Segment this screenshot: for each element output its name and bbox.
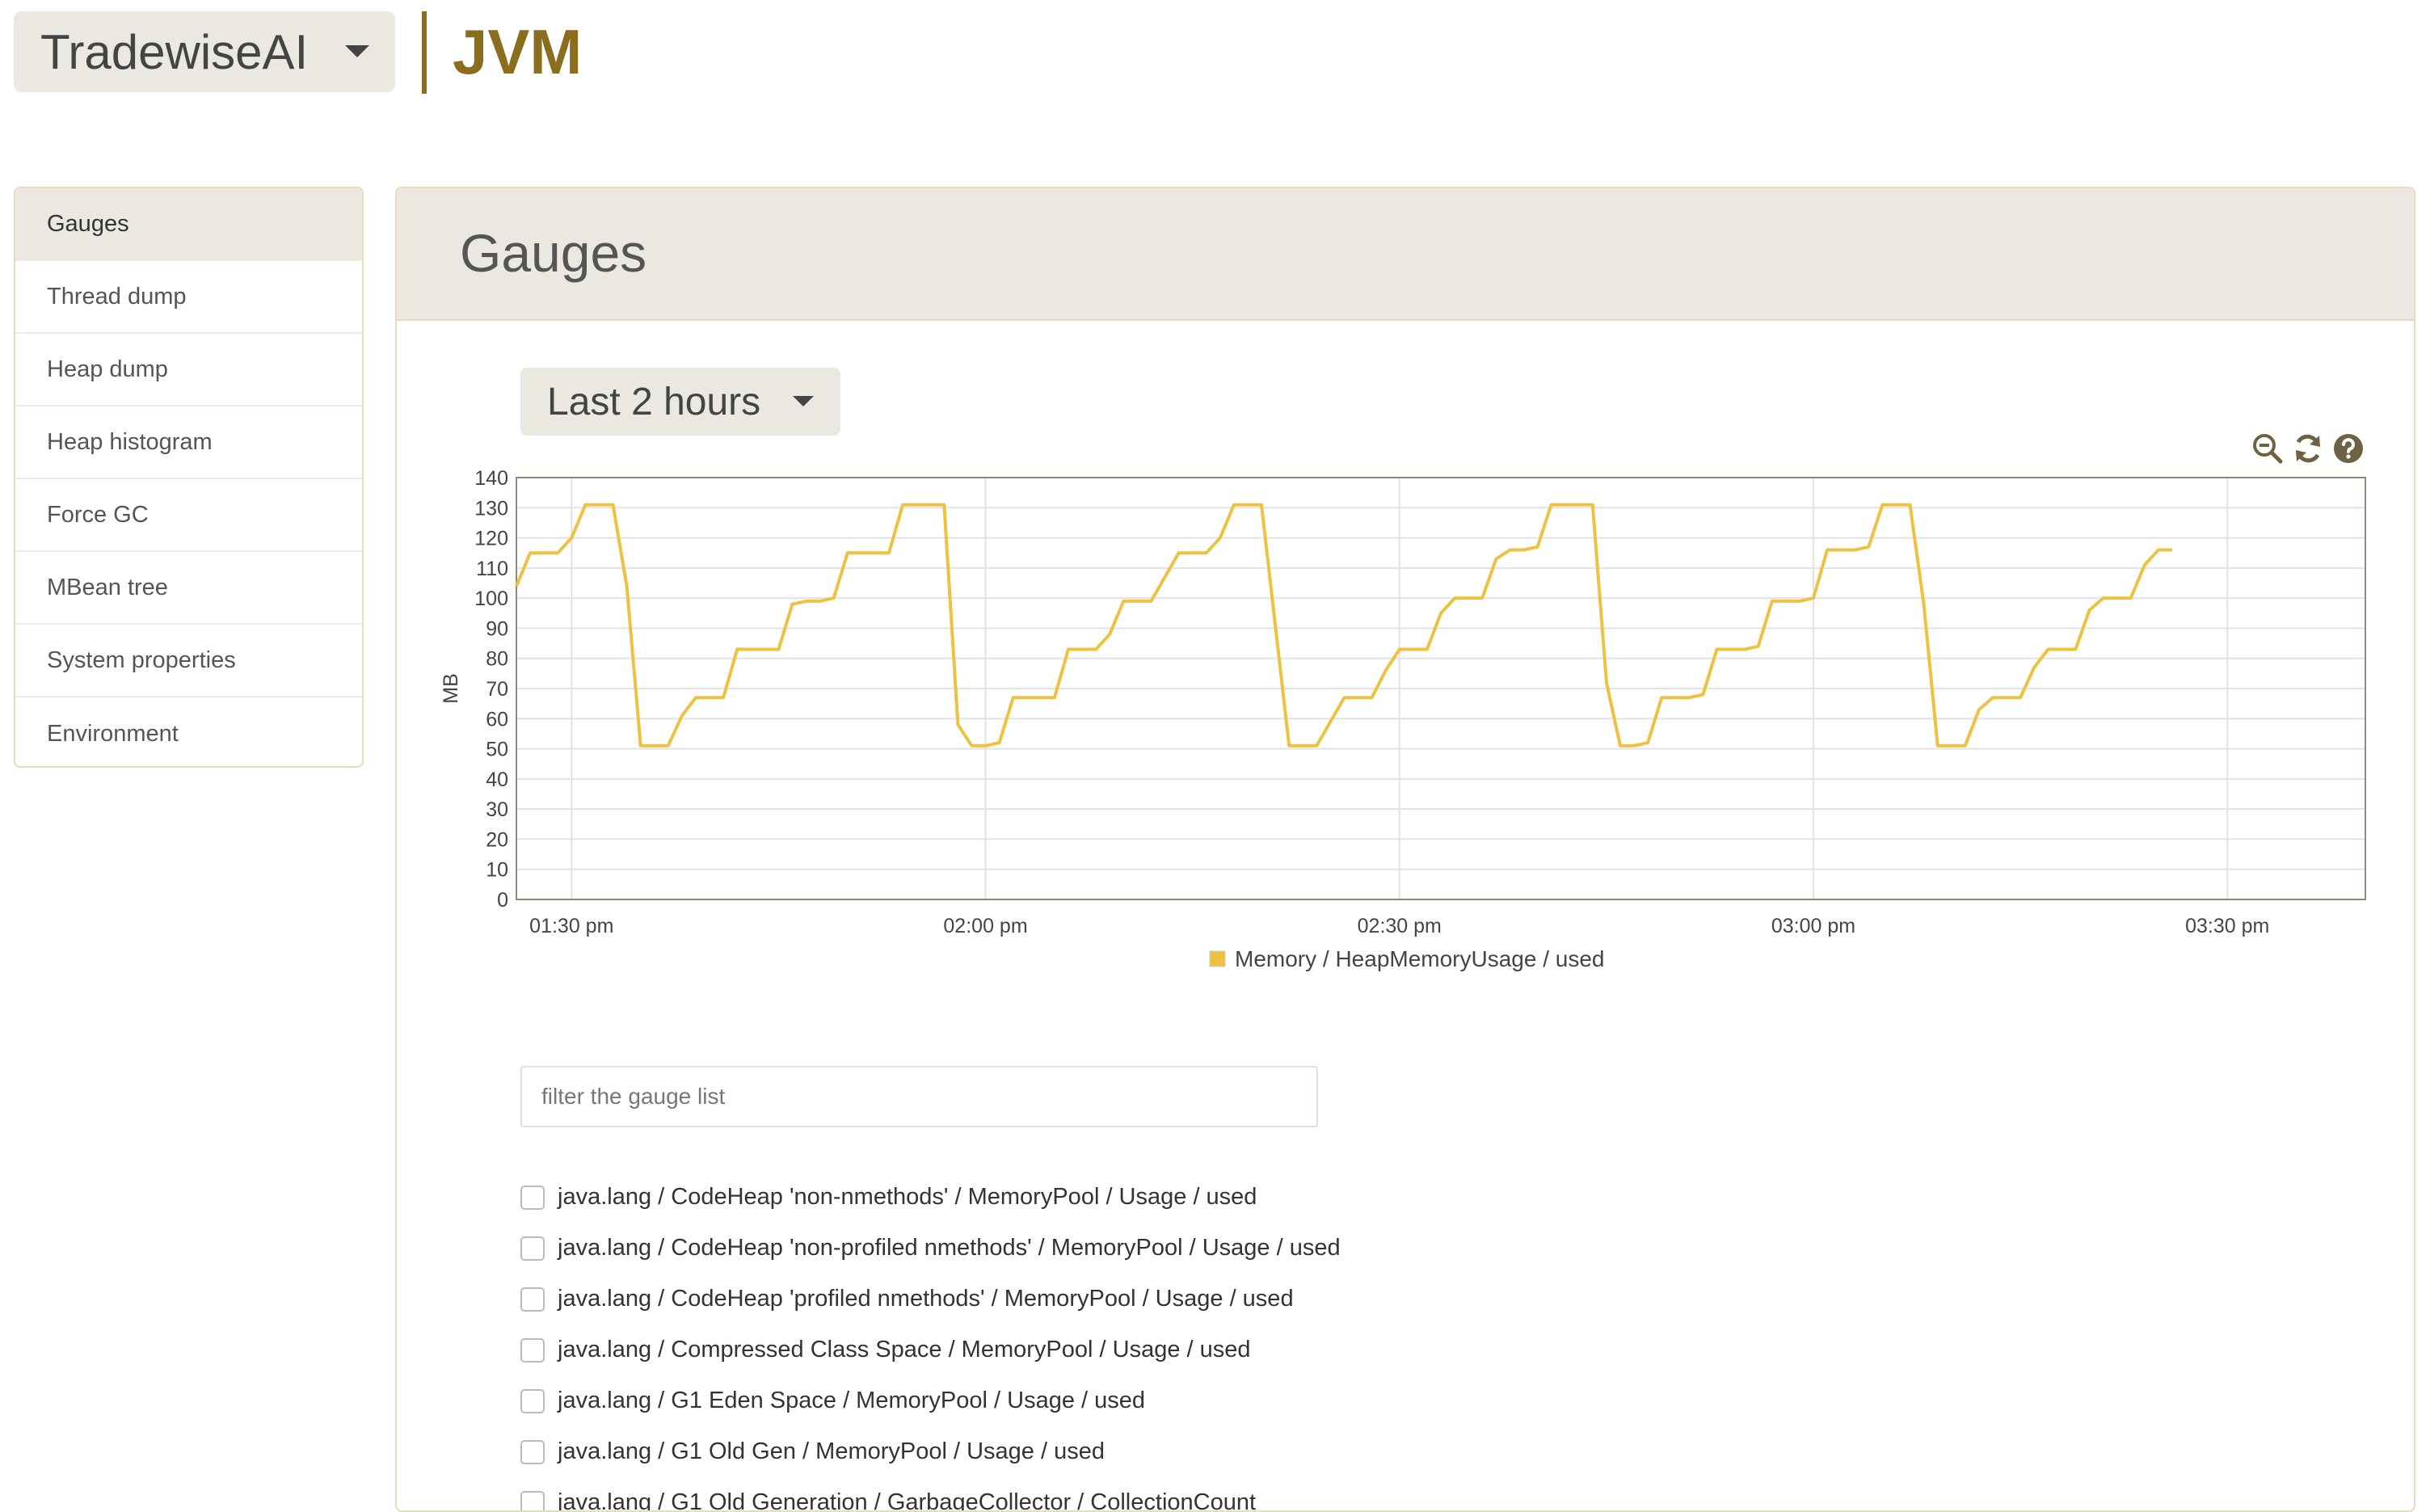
sidebar-item-mbean-tree[interactable]: MBean tree (15, 552, 362, 625)
sidebar-item-gauges[interactable]: Gauges (15, 188, 362, 261)
gauge-label: java.lang / CodeHeap 'non-profiled nmeth… (558, 1235, 1341, 1261)
x-tick-label: 03:00 pm (1771, 915, 1855, 937)
sidebar: Gauges Thread dump Heap dump Heap histog… (14, 187, 364, 768)
list-item[interactable]: java.lang / CodeHeap 'non-nmethods' / Me… (520, 1172, 1341, 1223)
sidebar-item-label: Thread dump (47, 284, 187, 310)
app-selector[interactable]: TradewiseAI (14, 11, 395, 92)
sidebar-item-label: Heap histogram (47, 429, 213, 456)
sidebar-item-environment[interactable]: Environment (15, 697, 362, 768)
list-item[interactable]: java.lang / CodeHeap 'non-profiled nmeth… (520, 1223, 1341, 1274)
y-axis-label: MB (440, 673, 462, 704)
gauge-checkbox[interactable] (520, 1491, 545, 1512)
x-tick-label: 02:00 pm (943, 915, 1027, 937)
gauge-list: java.lang / CodeHeap 'non-nmethods' / Me… (520, 1172, 1341, 1512)
gauge-checkbox[interactable] (520, 1440, 545, 1464)
x-tick-label: 03:30 pm (2185, 915, 2269, 937)
y-tick-label: 70 (486, 678, 508, 701)
legend-label: Memory / HeapMemoryUsage / used (1235, 946, 1605, 971)
y-tick-label: 20 (486, 828, 508, 851)
list-item[interactable]: java.lang / G1 Eden Space / MemoryPool /… (520, 1375, 1341, 1426)
gauge-label: java.lang / G1 Old Gen / MemoryPool / Us… (558, 1438, 1105, 1465)
title-divider (422, 11, 427, 94)
y-tick-label: 10 (486, 859, 508, 882)
list-item[interactable]: java.lang / Compressed Class Space / Mem… (520, 1325, 1341, 1375)
gauge-checkbox[interactable] (520, 1186, 545, 1210)
gauge-label: java.lang / CodeHeap 'profiled nmethods'… (558, 1286, 1294, 1312)
list-item[interactable]: java.lang / CodeHeap 'profiled nmethods'… (520, 1274, 1341, 1325)
section-title: JVM (453, 15, 582, 89)
legend-swatch (1210, 951, 1225, 967)
heap-memory-chart[interactable]: 0 10 20 30 40 50 60 70 80 90 100 110 120 130 140 01:30 … (395, 187, 2415, 995)
y-tick-label: 60 (486, 708, 508, 731)
list-item[interactable]: java.lang / G1 Old Generation / GarbageC… (520, 1477, 1341, 1512)
gauge-label: java.lang / G1 Old Generation / GarbageC… (558, 1489, 1256, 1512)
gauge-checkbox[interactable] (520, 1338, 545, 1362)
x-tick-label: 02:30 pm (1358, 915, 1442, 937)
app-name: TradewiseAI (40, 24, 308, 80)
sidebar-item-label: Heap dump (47, 356, 168, 383)
y-tick-label: 30 (486, 798, 508, 821)
gauge-label: java.lang / G1 Eden Space / MemoryPool /… (558, 1388, 1145, 1414)
y-tick-label: 130 (474, 497, 508, 520)
sidebar-item-label: System properties (47, 647, 236, 674)
sidebar-item-label: Gauges (47, 211, 129, 238)
x-tick-label: 01:30 pm (529, 915, 613, 937)
chevron-down-icon (345, 45, 369, 57)
sidebar-item-label: Environment (47, 721, 179, 748)
y-tick-label: 120 (474, 528, 508, 550)
sidebar-item-label: Force GC (47, 502, 149, 529)
y-tick-label: 100 (474, 588, 508, 610)
y-tick-label: 80 (486, 648, 508, 671)
gauge-label: java.lang / CodeHeap 'non-nmethods' / Me… (558, 1184, 1257, 1211)
list-item[interactable]: java.lang / G1 Old Gen / MemoryPool / Us… (520, 1426, 1341, 1477)
y-tick-label: 90 (486, 617, 508, 640)
sidebar-item-heap-histogram[interactable]: Heap histogram (15, 406, 362, 479)
y-tick-label: 50 (486, 739, 508, 761)
gauge-label: java.lang / Compressed Class Space / Mem… (558, 1337, 1251, 1363)
series-line (516, 505, 2172, 746)
sidebar-item-force-gc[interactable]: Force GC (15, 479, 362, 552)
sidebar-item-thread-dump[interactable]: Thread dump (15, 261, 362, 334)
y-tick-label: 40 (486, 769, 508, 791)
gauge-filter-input[interactable] (520, 1066, 1318, 1127)
gauge-checkbox[interactable] (520, 1389, 545, 1413)
sidebar-item-heap-dump[interactable]: Heap dump (15, 334, 362, 406)
gauge-checkbox[interactable] (520, 1236, 545, 1261)
y-tick-label: 0 (497, 889, 508, 912)
y-tick-label: 140 (474, 467, 508, 490)
sidebar-item-system-properties[interactable]: System properties (15, 625, 362, 697)
sidebar-item-label: MBean tree (47, 575, 168, 601)
gauge-checkbox[interactable] (520, 1287, 545, 1312)
y-tick-label: 110 (476, 558, 508, 580)
